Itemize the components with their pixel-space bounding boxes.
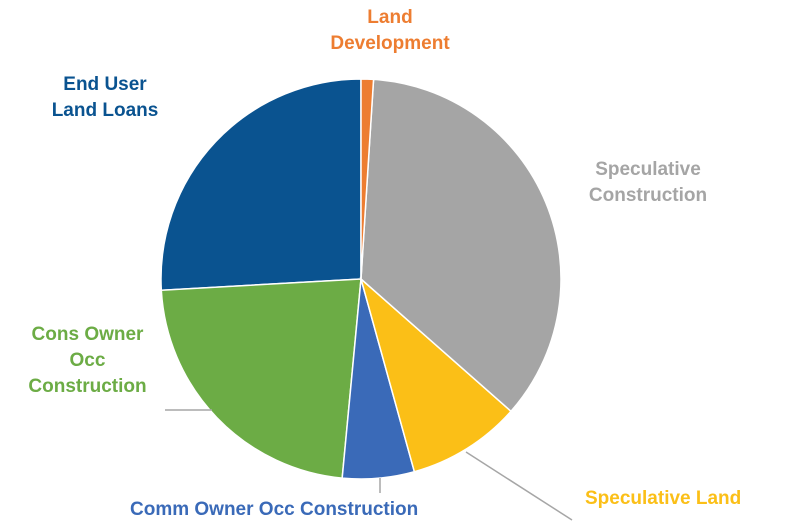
pie-slice [160,278,362,479]
pie-slice [360,78,562,413]
slice-label: End User Land Loans [51,74,159,121]
slice-label: Cons Owner Occ Construction [28,324,147,397]
slice-label: Speculative Land [585,488,742,509]
slice-label: Comm Owner Occ Construction [130,499,419,520]
slice-label: Speculative Construction [588,159,708,206]
leader-line [465,451,573,521]
pie-slice [160,78,362,292]
pie-slice [359,276,513,473]
slice-label: Land Development [330,7,450,54]
pie-slice [360,78,375,280]
